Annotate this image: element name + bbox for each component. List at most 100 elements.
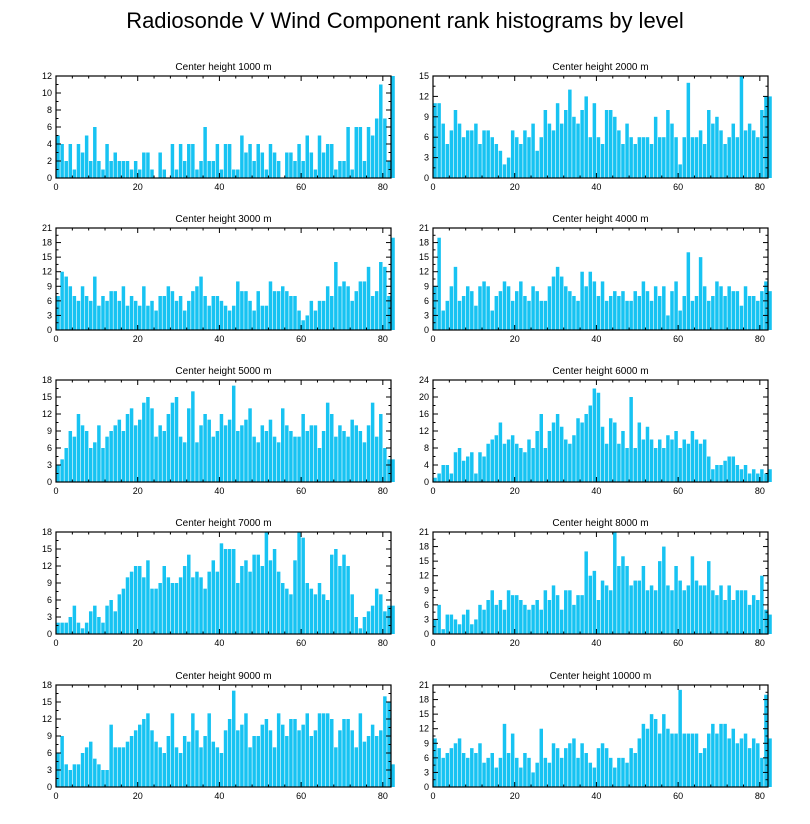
bar xyxy=(272,291,277,330)
x-tick-label: 0 xyxy=(53,334,58,344)
bar xyxy=(474,305,478,330)
bar xyxy=(686,585,691,634)
bar xyxy=(256,442,260,482)
bar xyxy=(276,442,281,482)
bar xyxy=(227,144,232,178)
bar xyxy=(146,560,150,634)
bar xyxy=(138,305,142,330)
bar xyxy=(383,611,387,634)
bar xyxy=(470,748,474,787)
bar xyxy=(711,723,715,787)
bar xyxy=(191,144,195,178)
bar xyxy=(474,473,478,482)
bar xyxy=(519,448,523,482)
bar xyxy=(555,266,560,330)
bar xyxy=(441,465,445,482)
bar xyxy=(621,431,625,482)
bar xyxy=(715,281,719,330)
bar xyxy=(547,123,552,178)
bar xyxy=(596,296,601,330)
bar xyxy=(374,588,379,634)
y-tick-label: 18 xyxy=(419,695,429,705)
x-tick-label: 40 xyxy=(214,638,224,648)
x-tick-label: 20 xyxy=(133,791,143,801)
bar xyxy=(240,566,244,634)
bar xyxy=(113,747,117,787)
bar xyxy=(203,736,207,787)
bar xyxy=(715,116,719,178)
x-tick-label: 20 xyxy=(510,334,520,344)
bar xyxy=(101,448,105,482)
bar xyxy=(645,291,650,330)
bar xyxy=(289,594,293,634)
y-tick-label: 6 xyxy=(424,600,429,610)
bar xyxy=(297,730,301,787)
bar xyxy=(531,772,535,787)
x-tick-label: 40 xyxy=(214,486,224,496)
bar xyxy=(330,296,334,330)
bar xyxy=(523,296,527,330)
bar xyxy=(523,130,527,178)
bar xyxy=(138,169,142,178)
bar xyxy=(391,605,395,634)
bar xyxy=(760,575,764,634)
bar xyxy=(289,296,293,330)
bar xyxy=(301,320,305,330)
bar xyxy=(313,169,318,178)
bar xyxy=(182,736,187,787)
bar xyxy=(203,588,207,634)
bar xyxy=(223,549,228,634)
bar xyxy=(572,738,576,787)
x-tick-label: 20 xyxy=(133,182,143,192)
bar xyxy=(678,689,682,787)
x-tick-label: 80 xyxy=(755,334,765,344)
x-tick-label: 0 xyxy=(430,486,435,496)
panel-title: Center height 3000 m xyxy=(175,214,271,225)
bar xyxy=(727,738,731,787)
bar xyxy=(674,431,678,482)
bar xyxy=(211,161,216,178)
bar xyxy=(321,594,326,634)
bar xyxy=(674,566,678,634)
y-tick-label: 3 xyxy=(424,614,429,624)
bar xyxy=(109,724,113,787)
bar xyxy=(690,733,695,787)
bar xyxy=(64,448,68,482)
bar xyxy=(641,281,646,330)
bar xyxy=(244,419,248,482)
bar xyxy=(358,281,363,330)
y-tick-label: 18 xyxy=(42,527,52,537)
bar xyxy=(166,286,171,330)
y-tick-label: 24 xyxy=(419,375,429,385)
x-tick-label: 20 xyxy=(133,638,143,648)
bar xyxy=(276,291,281,330)
bar xyxy=(215,747,220,787)
bar xyxy=(723,144,727,178)
bar xyxy=(743,733,748,787)
bar xyxy=(682,296,686,330)
bar xyxy=(674,137,678,178)
bar xyxy=(751,296,756,330)
bar xyxy=(682,733,686,787)
bar xyxy=(309,300,314,330)
bar xyxy=(178,436,183,482)
bar xyxy=(68,144,73,178)
bar xyxy=(60,622,64,634)
bar xyxy=(80,753,85,787)
bar xyxy=(121,747,126,787)
bar xyxy=(453,452,458,482)
bar xyxy=(248,144,252,178)
bar xyxy=(203,414,207,482)
bar xyxy=(260,566,265,634)
bar xyxy=(68,286,73,330)
x-tick-label: 80 xyxy=(378,334,388,344)
bar xyxy=(350,730,354,787)
bar xyxy=(321,713,326,787)
bar xyxy=(187,300,191,330)
bar xyxy=(354,291,359,330)
x-tick-label: 20 xyxy=(133,486,143,496)
bar xyxy=(346,566,350,634)
y-tick-label: 18 xyxy=(42,238,52,248)
bar xyxy=(129,571,134,634)
bar xyxy=(723,723,727,787)
